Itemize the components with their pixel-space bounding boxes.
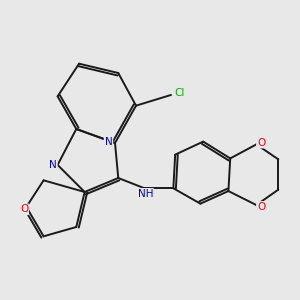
Text: O: O	[257, 202, 265, 212]
Text: N: N	[105, 137, 112, 147]
Text: O: O	[20, 204, 28, 214]
Text: N: N	[49, 160, 57, 170]
Text: O: O	[257, 137, 265, 148]
Text: Cl: Cl	[174, 88, 184, 98]
Text: NH: NH	[138, 189, 153, 199]
